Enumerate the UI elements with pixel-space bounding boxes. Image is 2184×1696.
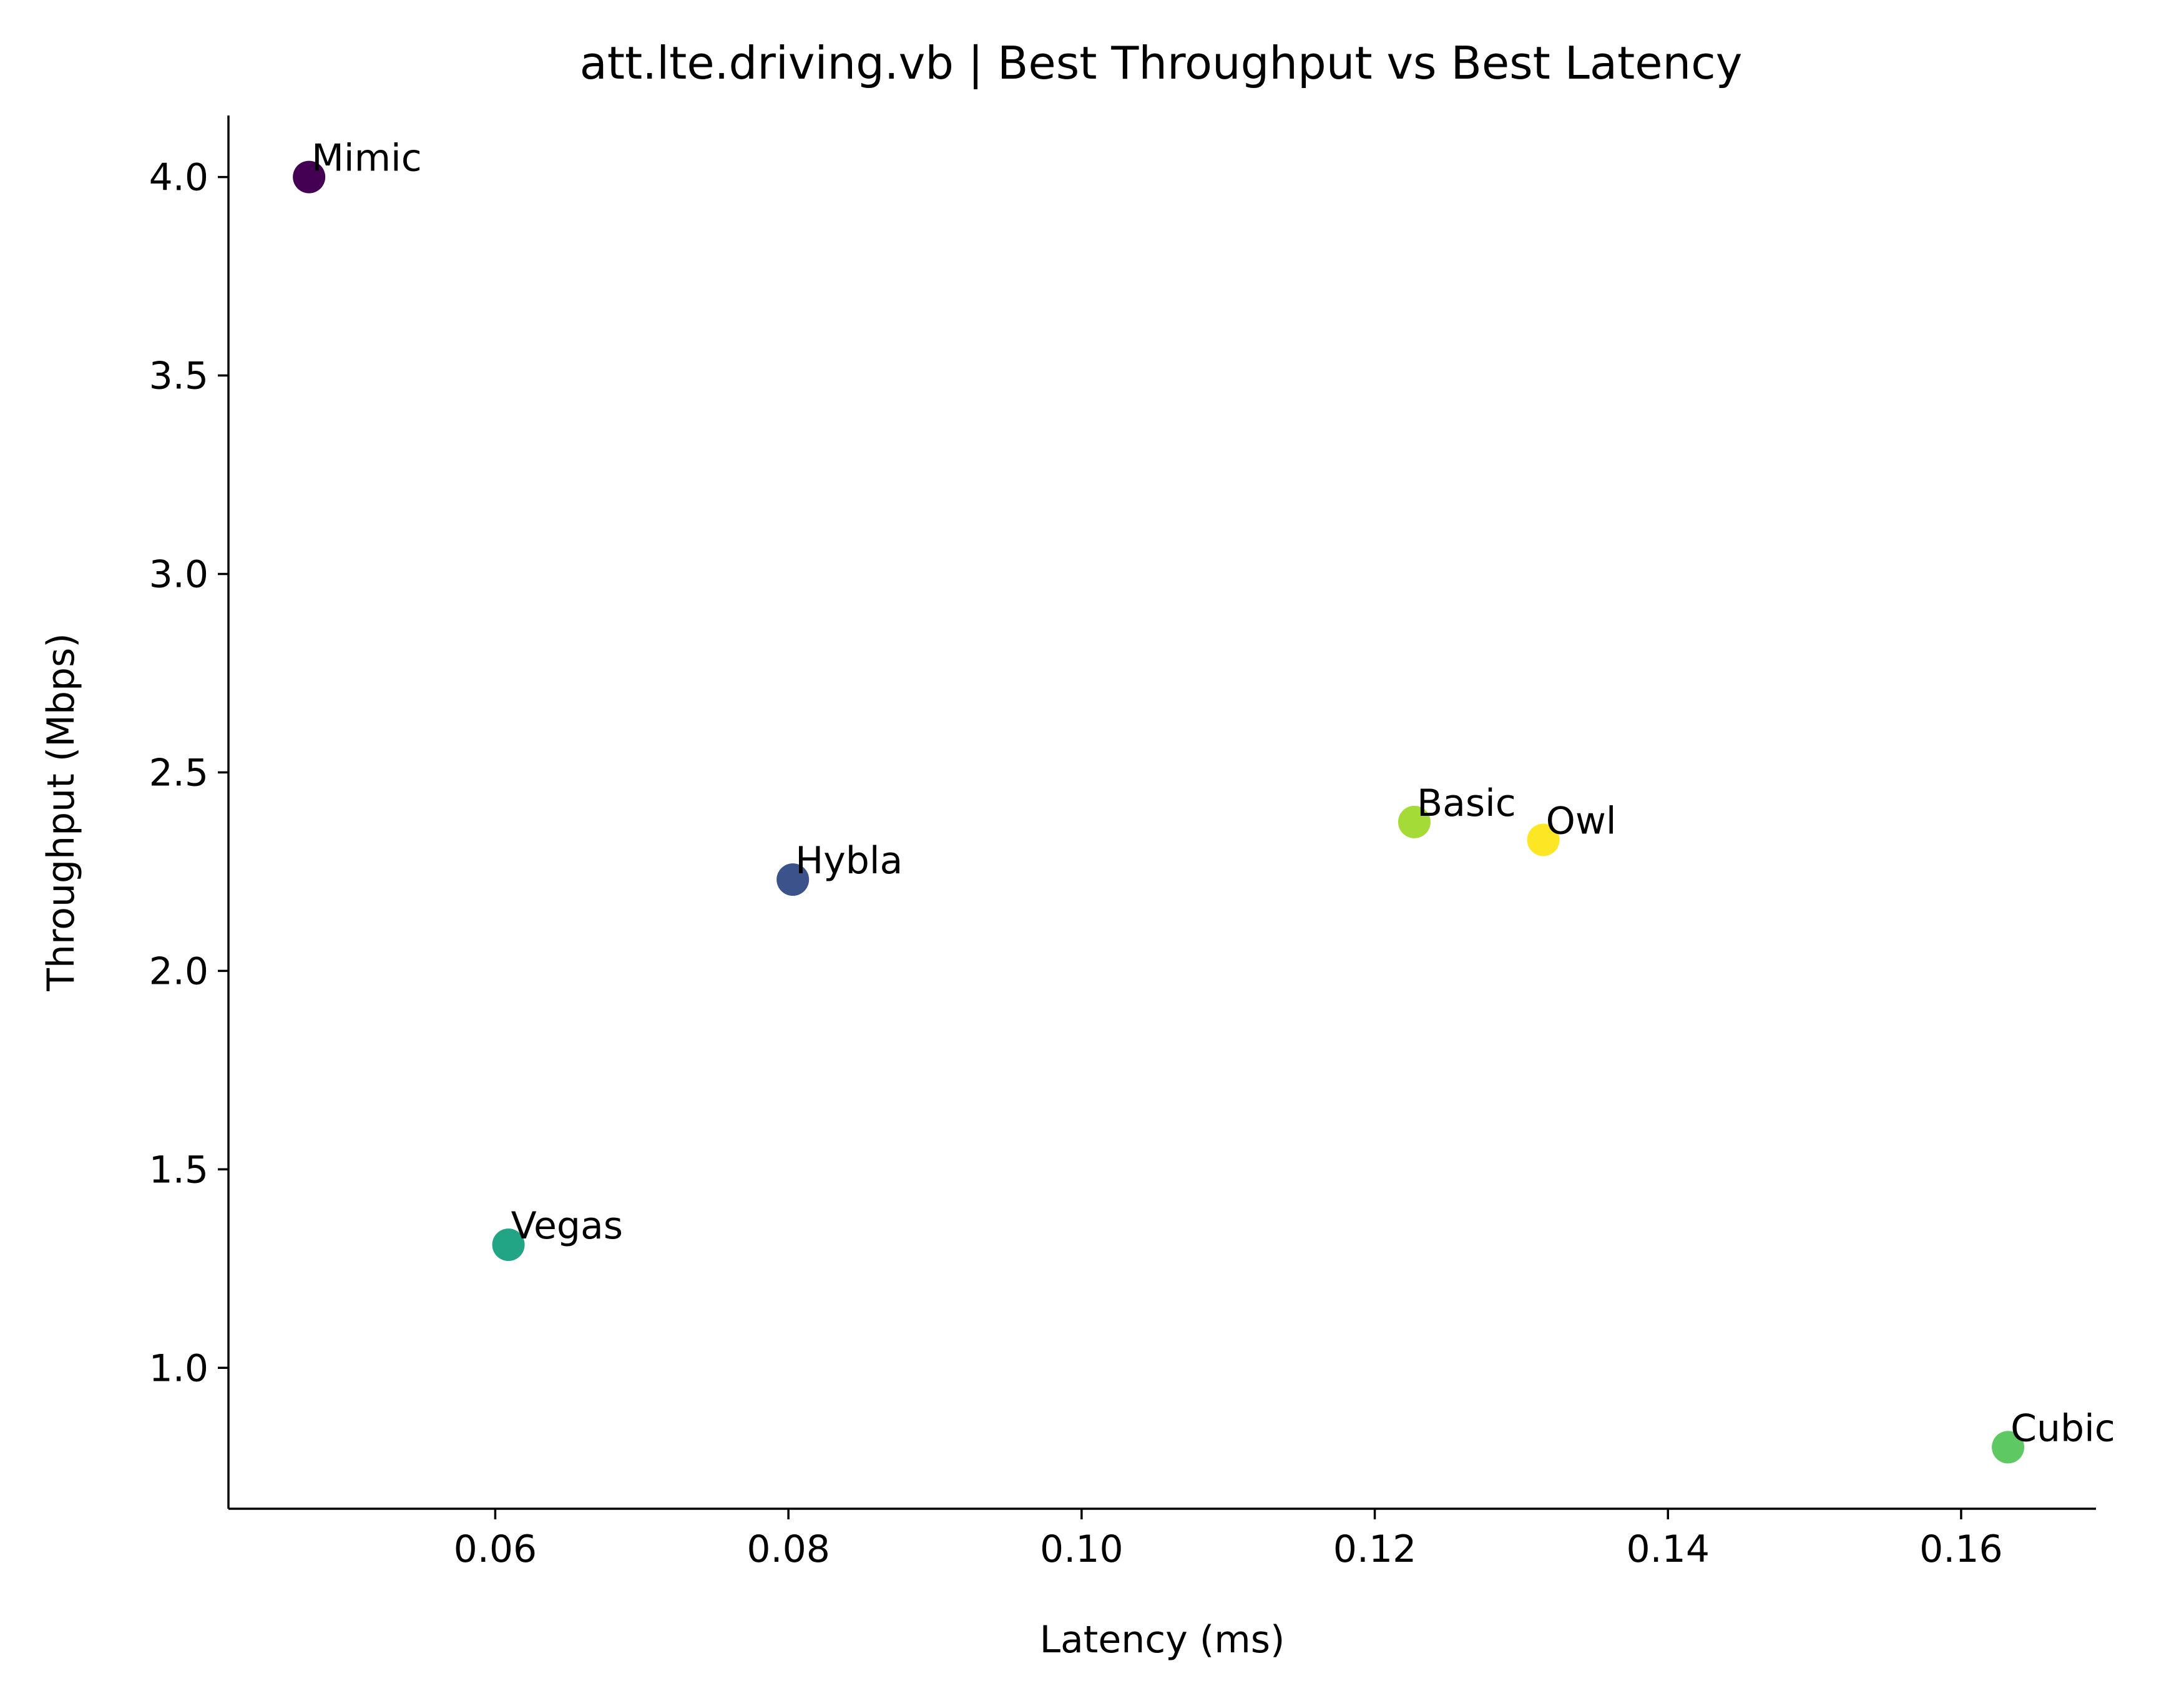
data-point-labels: Mimic Hybla Vegas Cubic Basic Owl (311, 137, 2115, 1451)
x-tick-label: 0.08 (747, 1527, 830, 1571)
y-tick-label: 4.0 (149, 156, 208, 200)
data-point (492, 1228, 525, 1262)
chart-title: att.lte.driving.vb | Best Throughput vs … (580, 37, 1743, 90)
data-point (1527, 823, 1560, 856)
y-tick-label: 3.0 (149, 552, 208, 596)
data-point (293, 160, 326, 194)
x-tick-label: 0.10 (1040, 1527, 1124, 1571)
data-point-label: Cubic (2010, 1406, 2115, 1450)
y-tick-label: 3.5 (149, 355, 208, 398)
x-tick-label: 0.12 (1333, 1527, 1417, 1571)
y-axis-ticks: 1.0 1.5 2.0 2.5 3.0 3.5 4.0 (149, 156, 228, 1390)
y-tick-label: 2.0 (149, 949, 208, 993)
data-points (293, 160, 2025, 1464)
data-point (776, 863, 810, 896)
y-tick-label: 1.0 (149, 1346, 208, 1390)
y-axis-label: Throughput (Mbps) (39, 633, 83, 992)
x-axis-ticks: 0.06 0.08 0.10 0.12 0.14 0.16 (454, 1509, 2003, 1571)
plot-area (227, 115, 2096, 1510)
x-tick-label: 0.06 (454, 1527, 537, 1571)
data-point-label: Vegas (511, 1204, 623, 1248)
x-tick-label: 0.14 (1626, 1527, 1710, 1571)
data-point-label: Mimic (311, 137, 422, 180)
data-point-label: Hybla (795, 839, 903, 883)
y-tick-label: 2.5 (149, 751, 208, 795)
data-point (1398, 805, 1431, 838)
data-point-label: Basic (1417, 782, 1516, 825)
x-axis-label: Latency (ms) (1040, 1618, 1285, 1662)
y-tick-label: 1.5 (149, 1148, 208, 1192)
data-point-label: Owl (1546, 800, 1617, 843)
data-point (1992, 1431, 2025, 1464)
x-tick-label: 0.16 (1919, 1527, 2003, 1571)
